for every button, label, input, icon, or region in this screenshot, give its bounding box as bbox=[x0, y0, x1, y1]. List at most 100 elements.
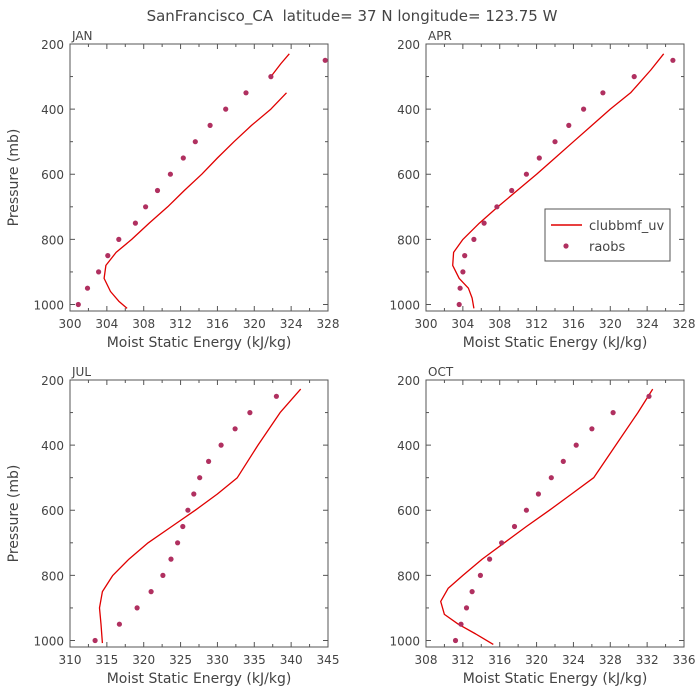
x-tick-label: 300 bbox=[59, 317, 82, 331]
raobs-point bbox=[471, 236, 477, 242]
x-tick-label: 345 bbox=[317, 653, 340, 667]
y-tick-label: 800 bbox=[41, 233, 64, 247]
raobs-point bbox=[610, 410, 616, 416]
y-axis-label: Pressure (mb) bbox=[6, 465, 22, 563]
raobs-point bbox=[75, 301, 81, 308]
x-tick-label: 320 bbox=[525, 653, 548, 667]
legend-box bbox=[544, 208, 671, 262]
x-tick-label: 316 bbox=[206, 317, 229, 331]
panel-label: OCT bbox=[428, 365, 454, 379]
x-tick-label: 304 bbox=[95, 317, 118, 331]
x-tick-label: 332 bbox=[636, 653, 659, 667]
raobs-point bbox=[148, 589, 154, 595]
model-profile-line bbox=[98, 388, 302, 644]
raobs-point bbox=[462, 253, 468, 259]
raobs-point bbox=[573, 442, 579, 448]
x-tick-label: 330 bbox=[206, 653, 229, 667]
x-tick-label: 312 bbox=[451, 653, 474, 667]
y-tick-label: 200 bbox=[397, 374, 420, 388]
y-tick-label: 800 bbox=[397, 569, 420, 583]
x-tick-label: 308 bbox=[132, 317, 155, 331]
raobs-point bbox=[232, 426, 238, 432]
raobs-point bbox=[154, 187, 161, 194]
y-tick-label: 800 bbox=[41, 569, 64, 583]
raobs-point bbox=[494, 204, 500, 210]
raobs-point bbox=[247, 410, 253, 416]
x-tick-label: 315 bbox=[95, 653, 118, 667]
x-tick-label: 324 bbox=[562, 653, 585, 667]
y-tick-label: 400 bbox=[41, 439, 64, 453]
raobs-point bbox=[469, 589, 475, 595]
raobs-point bbox=[670, 57, 676, 63]
panel-apr: APR 300 304 308 312 316 320 324 328 200 400 600 800 1… bbox=[389, 29, 695, 351]
raobs-point bbox=[218, 442, 224, 448]
raobs-point bbox=[509, 187, 515, 194]
y-tick-label: 200 bbox=[41, 38, 64, 52]
x-axis-label: Moist Static Energy (kJ/kg) bbox=[463, 671, 648, 687]
y-tick-label: 400 bbox=[397, 439, 420, 453]
x-tick-label: 328 bbox=[317, 317, 340, 331]
raobs-point bbox=[168, 556, 174, 562]
model-profile-line bbox=[440, 388, 654, 645]
panel-jul: JUL 310 315 320 325 330 335 340 345 200 400 600 800 1… bbox=[6, 365, 339, 687]
raobs-point bbox=[207, 122, 213, 128]
raobs-point bbox=[536, 155, 542, 161]
raobs-point bbox=[167, 171, 173, 177]
raobs-point bbox=[116, 621, 122, 627]
raobs-point bbox=[456, 301, 462, 308]
y-tick-label: 600 bbox=[397, 168, 420, 182]
x-tick-label: 328 bbox=[599, 653, 622, 667]
x-tick-label: 320 bbox=[599, 317, 622, 331]
panel-oct: OCT 308 312 316 320 324 328 332 336 200 400 600 800 1… bbox=[389, 365, 695, 687]
x-tick-label: 325 bbox=[169, 653, 192, 667]
y-tick-label: 200 bbox=[41, 374, 64, 388]
y-tick-label: 800 bbox=[397, 233, 420, 247]
raobs-point bbox=[96, 269, 102, 275]
plot-frame bbox=[69, 379, 329, 648]
raobs-point bbox=[463, 605, 470, 611]
raobs-point bbox=[548, 475, 554, 481]
raobs-point bbox=[180, 523, 186, 530]
y-tick-label: 1000 bbox=[389, 298, 420, 312]
raobs-point bbox=[552, 139, 558, 145]
raobs-point bbox=[477, 572, 483, 579]
x-tick-label: 308 bbox=[488, 317, 511, 331]
raobs-point bbox=[458, 621, 464, 627]
panel-label: APR bbox=[428, 29, 452, 43]
y-tick-label: 400 bbox=[397, 103, 420, 117]
x-tick-label: 312 bbox=[169, 317, 192, 331]
x-tick-label: 335 bbox=[243, 653, 266, 667]
x-axis-label: Moist Static Energy (kJ/kg) bbox=[107, 671, 292, 687]
panels-container: JAN 300 304 308 312 316 320 324 328 200 400 600 800 1… bbox=[6, 29, 695, 687]
raobs-point bbox=[523, 171, 530, 177]
legend-obs-label: raobs bbox=[589, 240, 626, 255]
y-tick-label: 200 bbox=[397, 38, 420, 52]
model-profile-line bbox=[103, 92, 287, 309]
x-tick-label: 310 bbox=[59, 653, 82, 667]
raobs-point bbox=[143, 204, 149, 210]
raobs-point bbox=[134, 605, 140, 611]
raobs-point bbox=[535, 491, 542, 497]
raobs-point bbox=[589, 426, 595, 432]
x-tick-label: 304 bbox=[451, 317, 474, 331]
x-axis-label: Moist Static Energy (kJ/kg) bbox=[107, 335, 292, 351]
x-tick-label: 320 bbox=[243, 317, 266, 331]
raobs-point bbox=[481, 220, 487, 226]
y-tick-label: 1000 bbox=[33, 634, 64, 648]
y-tick-label: 1000 bbox=[389, 634, 420, 648]
x-tick-label: 300 bbox=[415, 317, 438, 331]
raobs-point bbox=[581, 106, 587, 112]
raobs-point bbox=[566, 122, 572, 128]
raobs-point bbox=[84, 285, 91, 291]
x-axis-label: Moist Static Energy (kJ/kg) bbox=[463, 335, 648, 351]
model-profile-line bbox=[452, 53, 665, 309]
raobs-point bbox=[191, 491, 197, 497]
raobs-point bbox=[223, 106, 229, 112]
raobs-point bbox=[180, 155, 186, 161]
raobs-point bbox=[460, 269, 466, 275]
raobs-point bbox=[511, 523, 518, 530]
raobs-point bbox=[322, 57, 328, 63]
x-tick-label: 316 bbox=[488, 653, 511, 667]
legend-obs-marker bbox=[563, 243, 569, 249]
raobs-point bbox=[268, 74, 274, 80]
